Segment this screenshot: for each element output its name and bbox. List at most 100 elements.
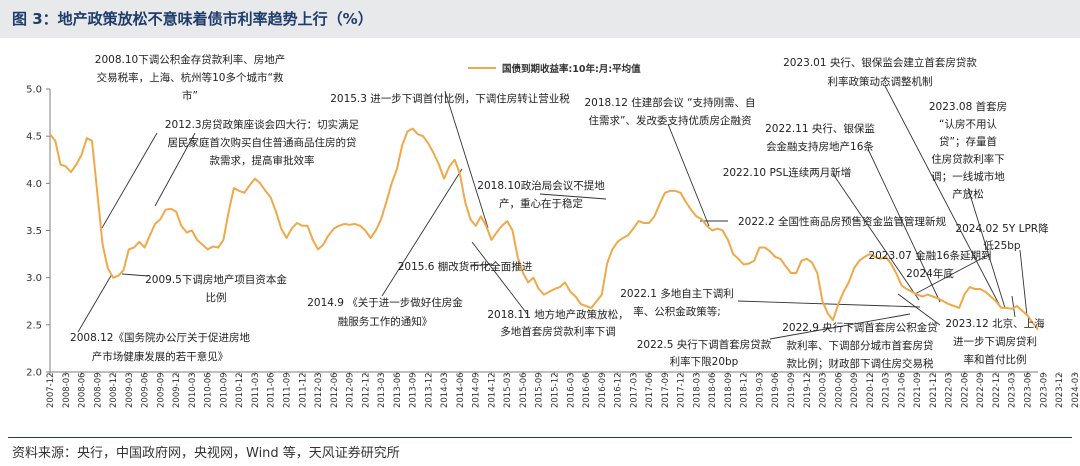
x-tick-label: 2017-09 (661, 372, 671, 408)
annotation-text-line: 2023.07 金融16条延期到 (868, 249, 991, 262)
x-tick-label: 2019-09 (787, 372, 797, 408)
annotation-text-line: 产市场健康发展的若干意见》 (92, 350, 229, 363)
x-tick-label: 2022-12 (992, 372, 1002, 408)
annotation-text-line: 产，重心在于稳定 (499, 197, 583, 210)
annotation-text-line: 低25bp (983, 239, 1021, 252)
annotation-leader-a5 (381, 168, 463, 297)
x-tick-label: 2023-06 (1023, 372, 1033, 408)
annotation-text-line: 会金融支持房地产16条 (766, 140, 874, 153)
x-tick-label: 2014-12 (487, 372, 497, 408)
annotation-text-line: “认房不用认 (939, 118, 997, 131)
annotation-leader-a9 (471, 241, 529, 316)
annotation-leader-a10 (667, 123, 710, 227)
annotation-text-line: 调；一线城市地 (931, 170, 1005, 183)
y-tick-label: 2.0 (26, 368, 42, 379)
x-tick-label: 2014-03 (440, 372, 450, 408)
x-tick-label: 2011-12 (298, 372, 308, 408)
annotation-text-line: 2012.3房贷政策座谈会四大行：切实满足 (165, 118, 360, 131)
x-tick-label: 2021-03 (882, 372, 892, 408)
x-tick-label: 2020-03 (819, 372, 829, 408)
annotation-text-line: 2008.12《国务院办公厅关于促进房地 (70, 331, 250, 344)
x-tick-label: 2013-03 (377, 372, 387, 408)
x-tick-label: 2011-09 (282, 372, 292, 408)
x-tick-label: 2018-12 (740, 372, 750, 408)
annotation-a9: 2018.11 地方地产政策放松， 多地首套房贷款利率下调 (487, 308, 628, 338)
annotation-text-line: 利率政策动态调整机制 (828, 75, 933, 88)
annotation-leader-a20 (1011, 295, 1016, 318)
annotation-text-line: 利率下限20bp (670, 355, 739, 368)
x-tick-label: 2020-12 (866, 372, 876, 408)
annotations: 2008.10下调公积金存贷款利率、房地产交易税率，上海、杭州等10多个城市“救… (70, 53, 1049, 370)
annotation-a1: 2008.10下调公积金存贷款利率、房地产交易税率，上海、杭州等10多个城市“救… (95, 53, 285, 102)
x-tick-label: 2008-09 (93, 372, 103, 408)
annotation-a14: 2022.9 央行下调首套房公积金贷款利率、下调部分城市首套房贷款比例；财政部下… (782, 321, 938, 370)
y-tick-label: 4.0 (26, 179, 42, 190)
x-tick-label: 2015-06 (519, 372, 529, 408)
x-tick-label: 2016-09 (598, 372, 608, 408)
annotation-leader-a18 (914, 253, 991, 295)
x-tick-label: 2017-03 (629, 372, 639, 408)
series-layer (49, 127, 1039, 331)
x-tick-label: 2016-12 (614, 372, 624, 408)
annotation-leader-a19 (967, 187, 1006, 309)
annotation-text-line: 融服务工作的通知》 (338, 315, 433, 328)
annotation-text-line: 2018.12 住建部会议 “支持刚需、自 (584, 96, 755, 109)
x-tick-label: 2008-03 (62, 372, 72, 408)
annotation-text-line: 产放松 (952, 188, 984, 201)
annotation-text-line: 款比例；财政部下调住房交易税 (787, 357, 934, 370)
x-tick-label: 2013-09 (409, 372, 419, 408)
x-tick-label: 2017-12 (677, 372, 687, 408)
annotation-text-line: 2024.02 5Y LPR降 (955, 222, 1049, 235)
y-axis-ticks: 2.0 2.5 3.0 3.5 4.0 4.5 5.0 (26, 85, 50, 379)
annotation-a12: 2022.2 全国性商品房预售资金监管管理新规 (738, 215, 947, 228)
x-tick-label: 2012-09 (346, 372, 356, 408)
x-tick-label: 2018-03 (692, 372, 702, 408)
annotation-text-line: 2022.1 多地自主下调利 (620, 287, 734, 300)
x-tick-label: 2010-09 (219, 372, 229, 408)
annotation-text-line: 多地首套房贷款利率下调 (500, 325, 616, 338)
x-tick-label: 2008-12 (109, 372, 119, 408)
x-tick-label: 2012-03 (314, 372, 324, 408)
x-tick-label: 2008-06 (78, 372, 88, 408)
annotation-text-line: 进一步下调房贷利 (953, 335, 1037, 348)
annotation-leader-a7 (469, 263, 493, 267)
figure-title: 图 3：地产政策放松不意味着债市利率趋势上行（%） (12, 10, 373, 28)
annotation-text-line: 2023.12 北京、上海 (945, 317, 1045, 330)
y-tick-label: 3.5 (26, 226, 42, 237)
x-tick-label: 2014-06 (456, 372, 466, 408)
x-tick-label: 2022-03 (945, 372, 955, 408)
x-tick-label: 2015-09 (535, 372, 545, 408)
annotation-text-line: 2022.9 央行下调首套房公积金贷 (782, 321, 938, 334)
annotation-text-line: 款利率、下调部分城市首套房贷 (787, 339, 934, 352)
source-note: 资料来源：央行，中国政府网，央视网，Wind 等，天风证券研究所 (12, 446, 400, 461)
y-tick-label: 2.5 (26, 320, 42, 331)
x-tick-label: 2013-06 (393, 372, 403, 408)
annotation-text-line: 率和首付比例 (964, 353, 1027, 366)
annotation-text-line: 率、公积金政策等; (633, 305, 721, 318)
annotation-text-line: 2018.10政治局会议不提地 (477, 179, 605, 192)
annotation-text-line: 2018.11 地方地产政策放松， (487, 308, 628, 321)
annotation-text-line: 2022.10 PSL连续两月新增 (723, 166, 852, 179)
annotation-leader-a4 (154, 132, 196, 207)
annotation-a15: 2022.10 PSL连续两月新增 (723, 166, 852, 179)
annotation-a18: 2023.07 金融16条延期到 2024年底 (868, 249, 991, 280)
x-tick-label: 2011-06 (267, 372, 277, 408)
x-tick-label: 2015-12 (551, 372, 561, 408)
x-tick-label: 2020-06 (834, 372, 844, 408)
annotation-a6: 2015.3 进一步下调首付比例，下调住房转让营业税 (330, 92, 570, 105)
x-tick-label: 2009-03 (125, 372, 135, 408)
x-tick-label: 2022-06 (960, 372, 970, 408)
x-tick-label: 2022-09 (976, 372, 986, 408)
annotation-a7: 2015.6 棚改货币化全面推进 (398, 260, 533, 273)
x-tick-label: 2023-09 (1039, 372, 1049, 408)
line-chart: 2.0 2.5 3.0 3.5 4.0 4.5 5.0 2007-12 2008-03 2008… (26, 53, 1080, 408)
annotation-text-line: 2015.3 进一步下调首付比例，下调住房转让营业税 (330, 92, 570, 105)
x-tick-label: 2009-09 (156, 372, 166, 408)
annotation-text-line: 2014.9 《关于进一步做好住房金 (307, 296, 463, 309)
x-tick-label: 2018-06 (708, 372, 718, 408)
